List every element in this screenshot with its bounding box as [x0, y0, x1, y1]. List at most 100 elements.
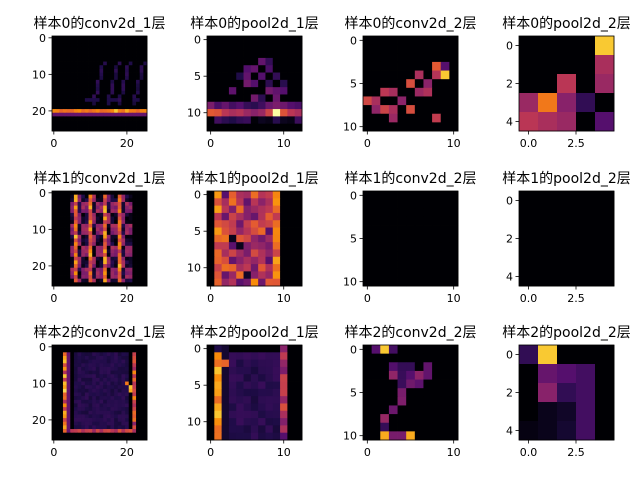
heatmap-cell	[106, 231, 111, 236]
heatmap-cell	[114, 414, 119, 419]
heatmap-cell	[95, 109, 100, 114]
heatmap-cell	[110, 231, 115, 236]
heatmap-cell	[73, 388, 78, 393]
heatmap-cell	[388, 79, 398, 89]
heatmap-cell	[59, 355, 64, 361]
heatmap-cell	[73, 355, 78, 361]
heatmap-cell	[99, 429, 104, 434]
heatmap-cell	[77, 209, 82, 214]
heatmap-cell	[95, 374, 100, 379]
heatmap-cell	[519, 36, 539, 56]
heatmap-cell	[62, 79, 68, 84]
heatmap-cell	[99, 414, 104, 419]
heatmap-cell	[66, 410, 71, 415]
heatmap-cell	[70, 72, 75, 77]
x-tick-label: 0	[207, 137, 214, 150]
heatmap-cell	[114, 90, 119, 95]
heatmap-cell	[77, 109, 82, 114]
heatmap-cell	[576, 402, 596, 422]
heatmap-cell	[95, 87, 100, 92]
heatmap-cell	[265, 36, 274, 44]
heatmap-cell	[228, 72, 237, 81]
heatmap-cell	[125, 429, 130, 434]
heatmap-cell	[432, 388, 442, 398]
heatmap-cell	[103, 421, 108, 426]
heatmap-cell	[432, 96, 442, 106]
heatmap-cell	[125, 370, 130, 375]
heatmap-cell	[81, 264, 86, 269]
heatmap-cell	[52, 278, 57, 283]
heatmap-cell	[432, 191, 442, 201]
heatmap-cell	[103, 260, 108, 265]
heatmap-cell	[55, 72, 60, 77]
heatmap-cell	[103, 256, 108, 261]
heatmap-cell	[406, 105, 416, 115]
heatmap-cell	[125, 50, 130, 55]
heatmap-cell	[70, 410, 75, 415]
heatmap-cell	[414, 208, 424, 218]
heatmap-cell	[55, 191, 60, 196]
heatmap-cell	[117, 46, 122, 52]
heatmap-cell	[132, 374, 137, 379]
heatmap-cell	[92, 72, 97, 77]
heatmap-cell	[440, 225, 450, 235]
heatmap-cell	[95, 407, 100, 412]
heatmap-cell	[52, 87, 57, 92]
heatmap-cell	[139, 50, 144, 55]
heatmap-cell	[243, 359, 252, 368]
heatmap-cell	[77, 271, 82, 276]
heatmap-cell	[519, 345, 539, 365]
heatmap-cell	[70, 36, 75, 41]
heatmap-cell	[243, 36, 252, 44]
heatmap-cell	[287, 220, 296, 228]
heatmap-cell	[294, 109, 303, 117]
heatmap-cell	[95, 256, 100, 261]
heatmap-cell	[294, 410, 303, 419]
heatmap-cell	[81, 414, 86, 419]
heatmap-cell	[132, 253, 137, 258]
heatmap-cell	[55, 414, 60, 419]
heatmap-cell	[207, 425, 215, 434]
heatmap-cell	[125, 120, 130, 125]
heatmap-cell	[117, 205, 122, 210]
heatmap-cell	[143, 98, 148, 103]
heatmap-cell	[55, 227, 60, 232]
heatmap-cell	[243, 191, 252, 199]
heatmap-cell	[243, 123, 252, 132]
heatmap-cell	[221, 345, 230, 353]
heatmap-cell	[258, 432, 266, 441]
heatmap-cell	[62, 271, 68, 276]
heatmap-cell	[59, 227, 64, 232]
heatmap-cell	[414, 431, 424, 441]
heatmap-cell	[117, 234, 122, 239]
heatmap-cell	[73, 370, 78, 375]
heatmap-cell	[88, 260, 93, 265]
heatmap-cell	[214, 242, 223, 250]
heatmap-cell	[92, 205, 97, 210]
heatmap-cell	[114, 370, 119, 375]
heatmap-cell	[73, 43, 78, 48]
heatmap-cell	[92, 407, 97, 412]
heatmap-cell	[62, 410, 68, 415]
heatmap-cell	[214, 410, 223, 419]
heatmap-cell	[59, 253, 64, 258]
heatmap-cell	[95, 267, 100, 272]
heatmap-cell	[103, 198, 108, 203]
heatmap-cell	[114, 352, 119, 357]
heatmap-cell	[132, 43, 137, 48]
heatmap-cell	[84, 370, 89, 375]
heatmap-cell	[73, 396, 78, 401]
y-tick-label: 5	[194, 379, 201, 392]
heatmap-cell	[66, 245, 71, 250]
heatmap-cell	[136, 278, 141, 283]
heatmap-cell	[110, 94, 115, 99]
heatmap-cell	[114, 198, 119, 203]
heatmap-cell	[397, 191, 407, 201]
heatmap-cell	[88, 54, 93, 59]
heatmap-cell	[55, 275, 60, 280]
heatmap-cell	[84, 377, 89, 382]
heatmap-cell	[52, 90, 57, 95]
heatmap-cell	[81, 359, 86, 364]
heatmap-cell	[132, 410, 137, 415]
heatmap-cell	[221, 43, 230, 52]
